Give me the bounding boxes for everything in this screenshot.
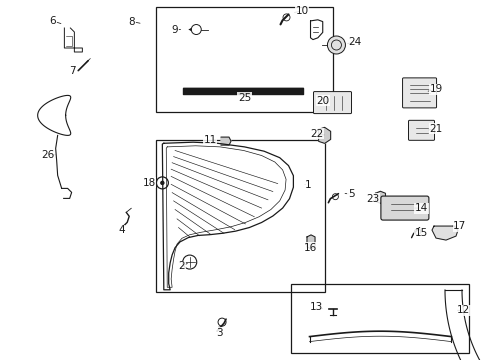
Text: 17: 17 xyxy=(452,221,466,231)
Polygon shape xyxy=(375,191,385,203)
Text: 22: 22 xyxy=(309,129,323,139)
FancyBboxPatch shape xyxy=(380,196,428,220)
Text: 12: 12 xyxy=(456,305,469,315)
FancyBboxPatch shape xyxy=(402,78,436,108)
Text: 20: 20 xyxy=(316,96,328,106)
Polygon shape xyxy=(431,226,457,240)
Text: 1: 1 xyxy=(304,180,311,190)
Text: 26: 26 xyxy=(41,150,55,160)
Text: 5: 5 xyxy=(347,189,354,199)
Text: 24: 24 xyxy=(347,37,361,48)
Bar xyxy=(290,284,468,353)
Text: 6: 6 xyxy=(49,16,56,26)
Circle shape xyxy=(161,181,163,184)
Polygon shape xyxy=(318,127,330,143)
Text: 25: 25 xyxy=(237,93,251,103)
Bar xyxy=(156,7,332,112)
Text: 7: 7 xyxy=(69,66,76,76)
Text: 18: 18 xyxy=(142,178,156,188)
Text: 4: 4 xyxy=(118,225,124,235)
Polygon shape xyxy=(306,235,314,249)
Bar xyxy=(156,140,325,292)
Text: 3: 3 xyxy=(215,328,222,338)
Text: 14: 14 xyxy=(414,203,427,213)
Text: 9: 9 xyxy=(171,24,178,35)
Text: 23: 23 xyxy=(365,194,379,204)
Text: 16: 16 xyxy=(303,243,317,253)
Text: 8: 8 xyxy=(128,17,135,27)
Text: 13: 13 xyxy=(309,302,323,312)
FancyBboxPatch shape xyxy=(407,120,434,140)
Text: 11: 11 xyxy=(203,135,217,145)
Text: 21: 21 xyxy=(428,124,442,134)
FancyBboxPatch shape xyxy=(313,91,351,114)
Text: 10: 10 xyxy=(295,6,308,16)
Circle shape xyxy=(327,36,345,54)
Text: 15: 15 xyxy=(414,228,427,238)
Text: 2: 2 xyxy=(178,261,185,271)
Text: 19: 19 xyxy=(428,84,442,94)
Polygon shape xyxy=(221,137,230,145)
